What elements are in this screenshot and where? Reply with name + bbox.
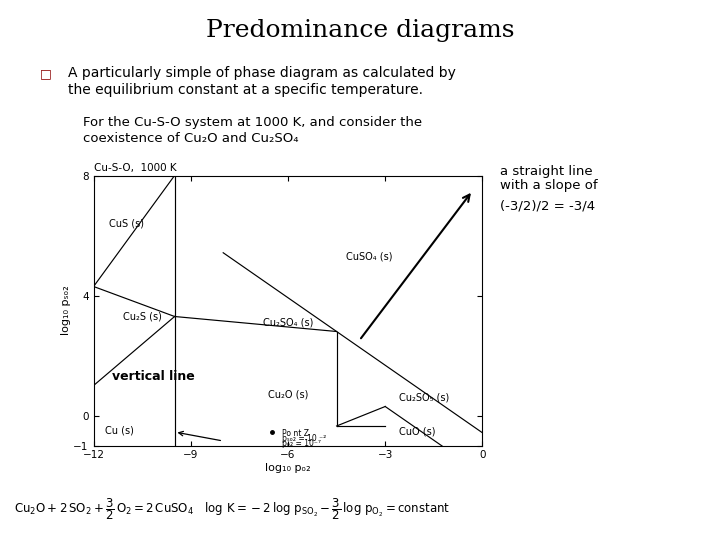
Text: a straight line: a straight line xyxy=(500,165,593,178)
Text: with a slope of: with a slope of xyxy=(500,179,598,192)
Text: A particularly simple of phase diagram as calculated by
the equilibrium constant: A particularly simple of phase diagram a… xyxy=(68,66,456,97)
Text: CuSO₄ (s): CuSO₄ (s) xyxy=(346,252,392,261)
Text: $\mathrm{Cu_2O + 2\,SO_2 + \dfrac{3}{2}\,O_2 = 2\,CuSO_4}$$\quad \mathrm{\log\,K: $\mathrm{Cu_2O + 2\,SO_2 + \dfrac{3}{2}\… xyxy=(14,496,451,522)
Text: □: □ xyxy=(40,68,51,80)
Text: (-3/2)/2 = -3/4: (-3/2)/2 = -3/4 xyxy=(500,200,595,213)
X-axis label: log₁₀ pₒ₂: log₁₀ pₒ₂ xyxy=(265,463,311,473)
Text: CuO (s): CuO (s) xyxy=(400,427,436,437)
Text: Cu₂SO₅ (s): Cu₂SO₅ (s) xyxy=(399,393,449,402)
Text: pₒ₂ = 10⁻⁷: pₒ₂ = 10⁻⁷ xyxy=(282,439,320,448)
Text: pₛₒ₂ = 10 ⁻²: pₛₒ₂ = 10 ⁻² xyxy=(282,434,325,443)
Text: Po nt Z: Po nt Z xyxy=(282,429,309,438)
Text: CuS (s): CuS (s) xyxy=(109,219,143,228)
Text: Cu-S-O,  1000 K: Cu-S-O, 1000 K xyxy=(94,163,176,173)
Text: Cu₂SO₄ (s): Cu₂SO₄ (s) xyxy=(263,318,313,327)
Text: Cu₂O (s): Cu₂O (s) xyxy=(268,389,308,400)
Text: For the Cu-S-O system at 1000 K, and consider the: For the Cu-S-O system at 1000 K, and con… xyxy=(83,116,422,129)
Text: coexistence of Cu₂O and Cu₂SO₄: coexistence of Cu₂O and Cu₂SO₄ xyxy=(83,132,298,145)
Text: Cu₂S (s): Cu₂S (s) xyxy=(123,312,161,321)
Text: Predominance diagrams: Predominance diagrams xyxy=(206,19,514,42)
Text: Cu (s): Cu (s) xyxy=(105,426,134,435)
Text: vertical line: vertical line xyxy=(112,370,194,383)
Y-axis label: log₁₀ pₛₒ₂: log₁₀ pₛₒ₂ xyxy=(60,286,71,335)
